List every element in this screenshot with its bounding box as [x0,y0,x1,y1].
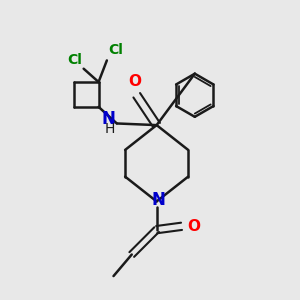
Text: N: N [152,191,165,209]
Text: O: O [129,74,142,89]
Text: Cl: Cl [67,53,82,67]
Text: Cl: Cl [109,43,123,57]
Text: H: H [105,122,115,136]
Text: N: N [101,110,115,128]
Text: O: O [188,219,200,234]
